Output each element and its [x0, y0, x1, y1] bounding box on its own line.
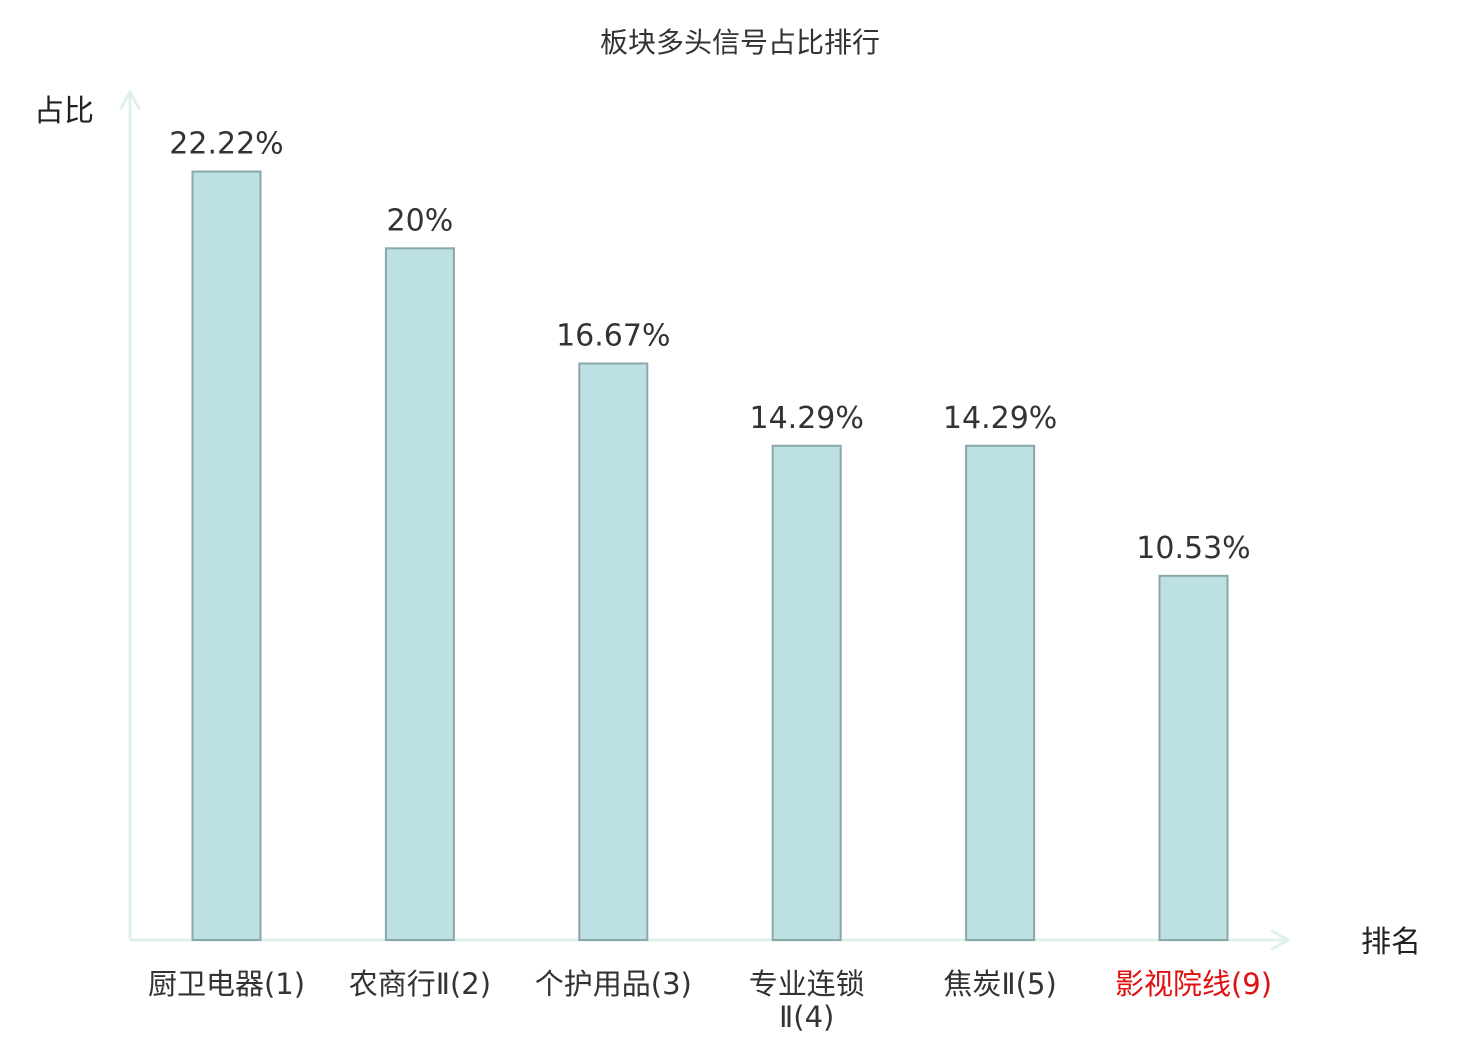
- y-axis-label: 占比: [34, 94, 94, 129]
- data-label: 14.29%: [943, 401, 1057, 436]
- bars-group: [191, 170, 1229, 942]
- data-label: 22.22%: [169, 127, 283, 162]
- bar: [771, 444, 842, 941]
- x-axis-label: 排名: [1361, 925, 1421, 960]
- x-tick-label: 影视院线(9): [1115, 967, 1272, 1001]
- chart-title: 板块多头信号占比排行: [600, 26, 880, 59]
- x-tick-label: 厨卫电器(1): [148, 967, 305, 1001]
- data-label: 16.67%: [556, 318, 670, 353]
- x-tick-label: 农商行Ⅱ(2): [349, 967, 491, 1001]
- x-tick-label: Ⅱ(4): [779, 1000, 834, 1034]
- data-label: 20%: [387, 203, 454, 238]
- bar: [578, 362, 649, 941]
- bar: [384, 247, 455, 942]
- bar: [1158, 574, 1229, 942]
- x-tick-label: 焦炭Ⅱ(5): [943, 967, 1056, 1001]
- labels-group: 22.22% 厨卫电器(1) 20% 农商行Ⅱ(2) 16.67% 个护用品(3) 14.2…: [148, 127, 1272, 1034]
- y-axis-arrow: [119, 88, 141, 110]
- bar: [965, 444, 1036, 941]
- data-label: 14.29%: [750, 401, 864, 436]
- x-axis-arrow: [1270, 929, 1292, 951]
- bar: [191, 170, 262, 941]
- axes: [119, 88, 1292, 951]
- x-tick-label: 个护用品(3): [535, 967, 692, 1001]
- data-label: 10.53%: [1136, 531, 1250, 566]
- x-tick-label: 专业连锁: [749, 967, 865, 1001]
